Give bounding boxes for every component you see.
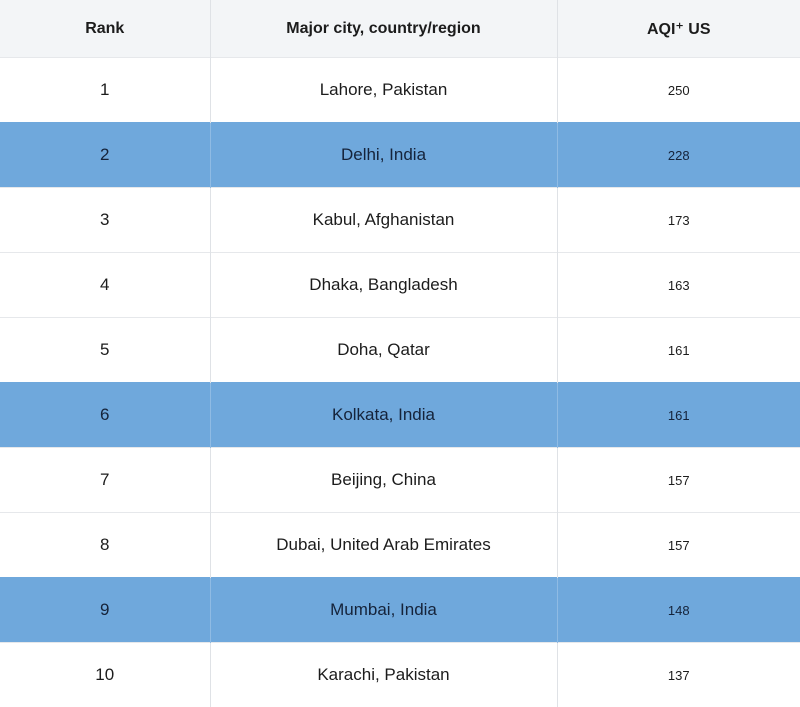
- city-cell: Dhaka, Bangladesh: [210, 253, 557, 318]
- rank-cell: 10: [0, 643, 210, 707]
- table-header-row: Rank Major city, country/region AQI⁺ US: [0, 0, 800, 58]
- city-cell: Lahore, Pakistan: [210, 58, 557, 123]
- aqi-cell: 163: [557, 253, 800, 318]
- rank-cell: 9: [0, 578, 210, 643]
- aqi-cell: 157: [557, 448, 800, 513]
- city-cell: Kolkata, India: [210, 383, 557, 448]
- aqi-cell: 173: [557, 188, 800, 253]
- aqi-cell: 137: [557, 643, 800, 707]
- rank-cell: 6: [0, 383, 210, 448]
- rank-cell: 5: [0, 318, 210, 383]
- aqi-cell: 161: [557, 318, 800, 383]
- aqi-cell: 148: [557, 578, 800, 643]
- city-cell: Mumbai, India: [210, 578, 557, 643]
- city-cell: Dubai, United Arab Emirates: [210, 513, 557, 578]
- aqi-cell: 157: [557, 513, 800, 578]
- city-cell: Delhi, India: [210, 123, 557, 188]
- city-cell: Karachi, Pakistan: [210, 643, 557, 707]
- rank-cell: 8: [0, 513, 210, 578]
- aqi-cell: 228: [557, 123, 800, 188]
- city-cell: Beijing, China: [210, 448, 557, 513]
- city-cell: Kabul, Afghanistan: [210, 188, 557, 253]
- aqi-cell: 161: [557, 383, 800, 448]
- rank-cell: 3: [0, 188, 210, 253]
- header-aqi: AQI⁺ US: [557, 0, 800, 58]
- header-city: Major city, country/region: [210, 0, 557, 58]
- header-rank: Rank: [0, 0, 210, 58]
- city-cell: Doha, Qatar: [210, 318, 557, 383]
- aqi-cell: 250: [557, 58, 800, 123]
- rank-cell: 2: [0, 123, 210, 188]
- rank-cell: 1: [0, 58, 210, 123]
- rank-cell: 7: [0, 448, 210, 513]
- rank-cell: 4: [0, 253, 210, 318]
